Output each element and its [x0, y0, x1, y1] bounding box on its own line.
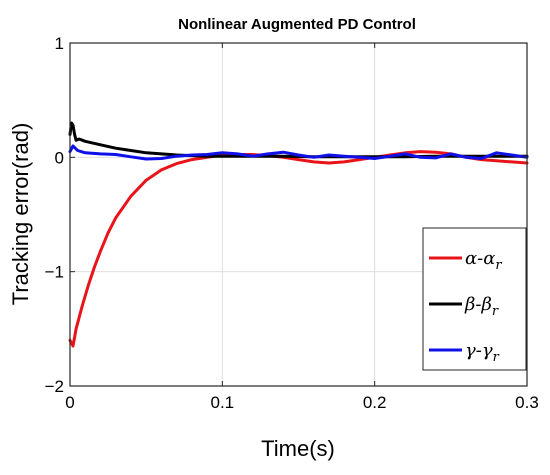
legend: α-αrβ-βrγ-γr: [422, 227, 527, 371]
y-tick-label: −2: [45, 377, 64, 396]
x-tick-label: 0.1: [211, 393, 235, 412]
x-tick-label: 0.3: [515, 393, 539, 412]
x-tick-label: 0: [65, 393, 74, 412]
series-line-3: [68, 144, 529, 161]
y-tick-label: −1: [45, 263, 64, 282]
y-axis-label: Tracking error(rad): [8, 123, 33, 306]
chart-title: Nonlinear Augmented PD Control: [178, 16, 416, 33]
series-line-2: [68, 121, 529, 159]
ticks: 0 0.1 0.2 0.3 −2 −1 0 1: [45, 34, 539, 412]
series-layer: [68, 121, 529, 348]
x-tick-label: 0.2: [363, 393, 387, 412]
x-axis-label: Time(s): [261, 436, 335, 461]
legend-box: [422, 227, 527, 371]
y-tick-label: 0: [55, 148, 64, 167]
y-tick-label: 1: [55, 34, 64, 53]
plot-frame: [69, 42, 528, 387]
